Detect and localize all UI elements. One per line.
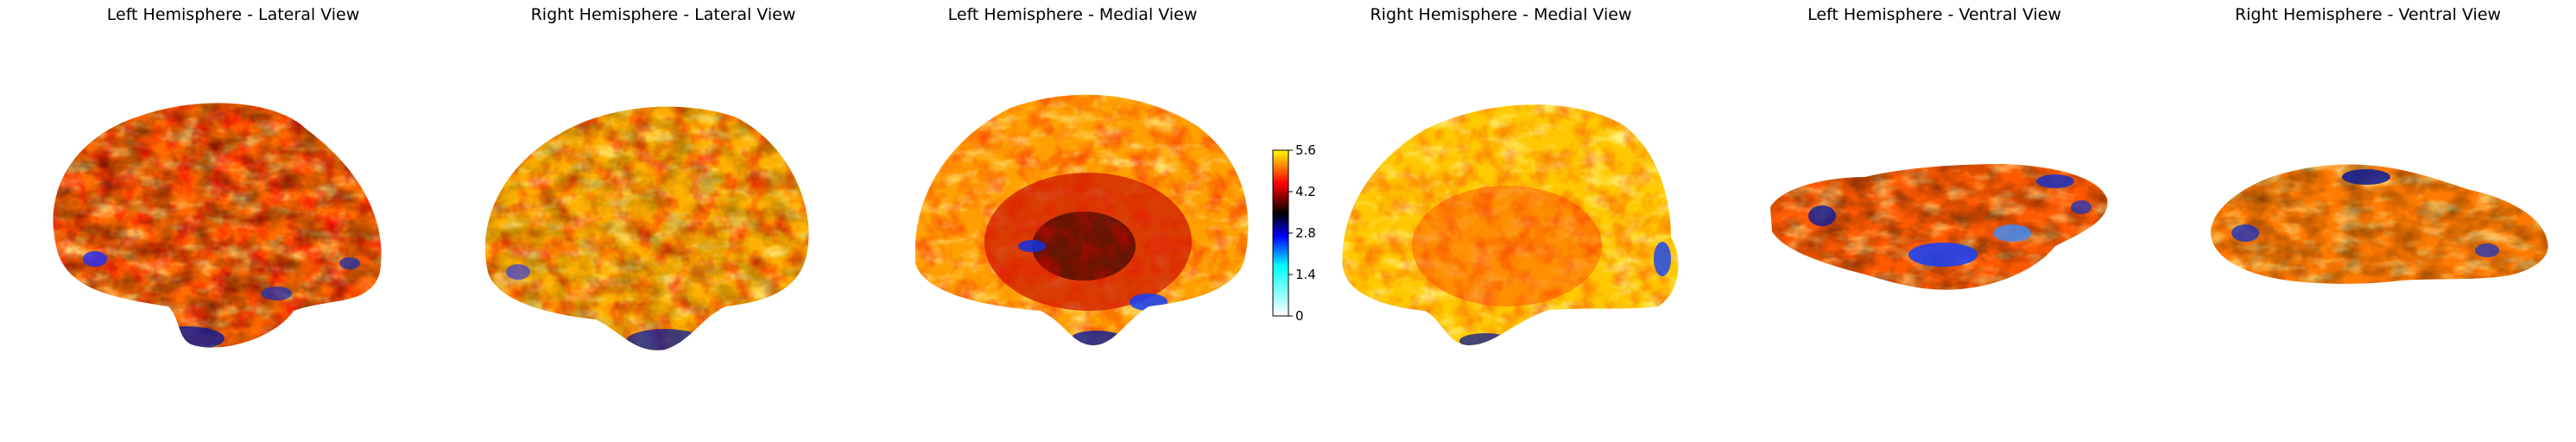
- brain-right-ventral: [2211, 164, 2548, 284]
- colorbar-tick-label: 5.6: [1295, 142, 1316, 158]
- colorbar-tick-label: 4.2: [1295, 184, 1316, 199]
- colorbar: [1272, 149, 1289, 317]
- view-title-left-ventral: Left Hemisphere - Ventral View: [1807, 5, 2061, 24]
- view-title-right-ventral: Right Hemisphere - Ventral View: [2234, 5, 2502, 24]
- view-title-left-lateral: Left Hemisphere - Lateral View: [106, 5, 360, 24]
- colorbar-tick-label: 1.4: [1295, 267, 1316, 282]
- brain-left-lateral: [53, 103, 382, 348]
- brain-left-ventral: [1770, 164, 2108, 290]
- colorbar-tick-label: 2.8: [1295, 225, 1316, 241]
- brain-right-medial: [1342, 104, 1679, 346]
- view-title-right-medial: Right Hemisphere - Medial View: [1370, 5, 1632, 24]
- brain-left-medial: [915, 94, 1249, 346]
- view-title-left-medial: Left Hemisphere - Medial View: [947, 5, 1198, 24]
- colorbar-ticks: [1288, 149, 1293, 317]
- colorbar-tick-label: 0: [1295, 308, 1304, 324]
- brain-right-lateral: [484, 106, 809, 350]
- view-title-right-lateral: Right Hemisphere - Lateral View: [530, 5, 796, 24]
